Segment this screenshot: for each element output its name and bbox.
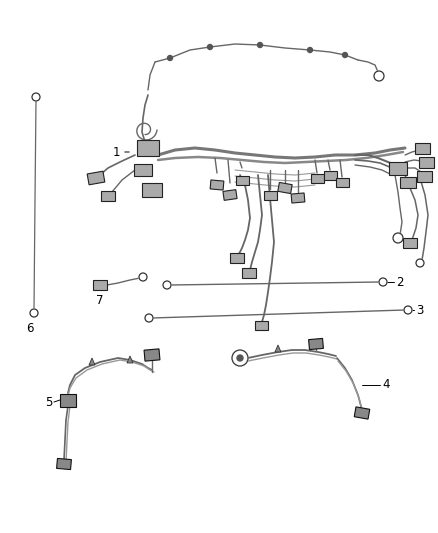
Circle shape xyxy=(374,71,384,81)
FancyBboxPatch shape xyxy=(418,157,434,167)
Circle shape xyxy=(307,47,312,52)
Circle shape xyxy=(343,52,347,58)
FancyBboxPatch shape xyxy=(144,349,160,361)
FancyBboxPatch shape xyxy=(210,180,224,190)
Circle shape xyxy=(145,314,153,322)
FancyBboxPatch shape xyxy=(278,182,292,193)
FancyBboxPatch shape xyxy=(336,177,349,187)
FancyBboxPatch shape xyxy=(354,407,370,419)
FancyBboxPatch shape xyxy=(60,393,76,407)
FancyBboxPatch shape xyxy=(242,268,256,278)
Text: 7: 7 xyxy=(96,294,104,306)
FancyBboxPatch shape xyxy=(309,338,323,350)
FancyBboxPatch shape xyxy=(87,171,105,185)
Polygon shape xyxy=(275,345,281,352)
FancyBboxPatch shape xyxy=(57,458,71,470)
Circle shape xyxy=(416,259,424,267)
Circle shape xyxy=(232,350,248,366)
Circle shape xyxy=(208,44,212,50)
Circle shape xyxy=(32,93,40,101)
FancyBboxPatch shape xyxy=(264,190,276,199)
FancyBboxPatch shape xyxy=(230,253,244,263)
FancyBboxPatch shape xyxy=(311,174,324,182)
Text: 2: 2 xyxy=(396,276,403,288)
FancyBboxPatch shape xyxy=(134,164,152,176)
Circle shape xyxy=(30,309,38,317)
Text: 3: 3 xyxy=(416,303,424,317)
FancyBboxPatch shape xyxy=(414,142,430,154)
Circle shape xyxy=(404,306,412,314)
FancyBboxPatch shape xyxy=(93,280,107,290)
Circle shape xyxy=(139,273,147,281)
Circle shape xyxy=(393,233,403,243)
FancyBboxPatch shape xyxy=(142,183,162,197)
Text: 5: 5 xyxy=(45,395,52,408)
FancyBboxPatch shape xyxy=(101,191,115,201)
FancyBboxPatch shape xyxy=(400,176,416,188)
Circle shape xyxy=(163,281,171,289)
Circle shape xyxy=(379,278,387,286)
FancyBboxPatch shape xyxy=(417,171,431,182)
Text: 1: 1 xyxy=(112,146,120,158)
FancyBboxPatch shape xyxy=(254,320,268,329)
Circle shape xyxy=(167,55,173,61)
Circle shape xyxy=(237,355,243,361)
Polygon shape xyxy=(89,358,95,365)
FancyBboxPatch shape xyxy=(389,161,407,174)
FancyBboxPatch shape xyxy=(137,140,159,156)
Polygon shape xyxy=(127,356,133,363)
FancyBboxPatch shape xyxy=(324,171,336,180)
Circle shape xyxy=(258,43,262,47)
FancyBboxPatch shape xyxy=(223,190,237,200)
FancyBboxPatch shape xyxy=(403,238,417,248)
Text: 6: 6 xyxy=(26,321,34,335)
FancyBboxPatch shape xyxy=(291,193,305,203)
FancyBboxPatch shape xyxy=(236,175,248,184)
Text: 4: 4 xyxy=(382,378,389,392)
